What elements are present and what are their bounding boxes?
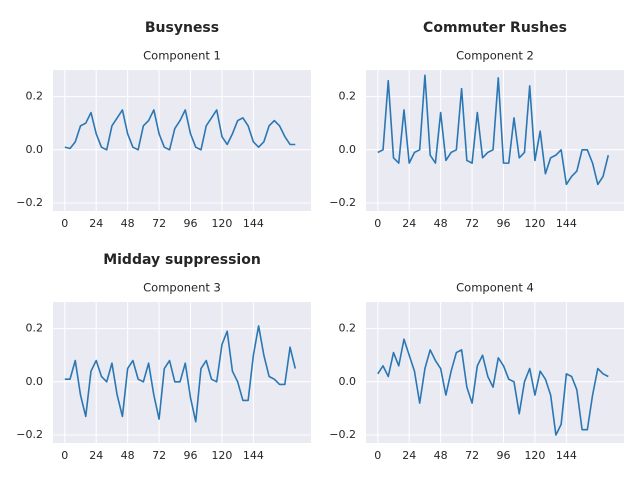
x-tick-label: 120 — [211, 217, 232, 230]
plot-area — [366, 70, 624, 211]
y-tick-label: 0.0 — [339, 143, 357, 156]
y-tick-label: 0.2 — [339, 322, 357, 335]
x-tick-label: 0 — [61, 217, 68, 230]
plot-area — [53, 70, 311, 211]
chart-subtitle: Component 2 — [456, 49, 534, 63]
x-tick-label: 144 — [556, 449, 577, 462]
x-tick-label: 96 — [497, 449, 511, 462]
x-tick-label: 24 — [402, 449, 416, 462]
x-tick-label: 24 — [89, 449, 103, 462]
x-tick-label: 120 — [524, 217, 545, 230]
data-line — [64, 109, 296, 151]
x-tick-label: 96 — [184, 217, 198, 230]
data-line — [377, 338, 609, 436]
y-tick-label: −0.2 — [329, 196, 356, 209]
x-tick-label: 72 — [465, 449, 479, 462]
chart-subtitle: Component 4 — [456, 281, 534, 295]
x-tick-label: 48 — [121, 449, 135, 462]
y-tick-label: 0.0 — [26, 143, 44, 156]
x-tick-label: 24 — [402, 217, 416, 230]
x-tick-label: 72 — [152, 449, 166, 462]
x-tick-label: 120 — [211, 449, 232, 462]
y-tick-label: −0.2 — [329, 428, 356, 441]
x-tick-label: 0 — [61, 449, 68, 462]
y-tick-label: −0.2 — [16, 428, 43, 441]
y-tick-label: 0.0 — [26, 375, 44, 388]
x-tick-label: 120 — [524, 449, 545, 462]
y-tick-label: 0.2 — [26, 90, 44, 103]
x-tick-label: 72 — [465, 217, 479, 230]
chart-subtitle: Component 3 — [143, 281, 221, 295]
x-tick-label: 24 — [89, 217, 103, 230]
y-tick-label: −0.2 — [16, 196, 43, 209]
x-tick-label: 0 — [374, 449, 381, 462]
x-tick-label: 144 — [243, 217, 264, 230]
x-tick-label: 48 — [434, 449, 448, 462]
chart-subtitle: Component 1 — [143, 49, 221, 63]
x-tick-label: 72 — [152, 217, 166, 230]
x-tick-label: 96 — [184, 449, 198, 462]
data-line — [64, 325, 297, 423]
y-tick-label: 0.2 — [339, 90, 357, 103]
y-tick-label: 0.0 — [339, 375, 357, 388]
x-tick-label: 96 — [497, 217, 511, 230]
x-tick-label: 48 — [121, 217, 135, 230]
chart-title: Commuter Rushes — [423, 20, 567, 36]
chart-title: Midday suppression — [103, 252, 261, 268]
x-tick-label: 48 — [434, 217, 448, 230]
x-tick-label: 0 — [374, 217, 381, 230]
chart-title: Busyness — [145, 20, 219, 36]
y-tick-label: 0.2 — [26, 322, 44, 335]
x-tick-label: 144 — [243, 449, 264, 462]
x-tick-label: 144 — [556, 217, 577, 230]
data-line — [377, 74, 610, 186]
